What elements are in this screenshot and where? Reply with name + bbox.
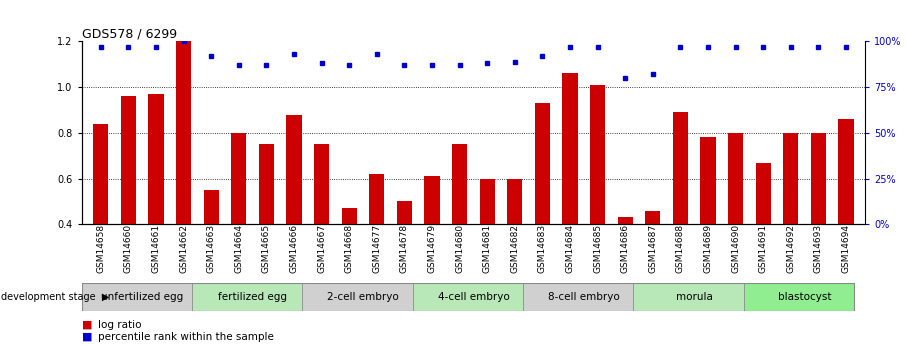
Text: GSM14685: GSM14685 (593, 224, 602, 273)
Text: GSM14680: GSM14680 (455, 224, 464, 273)
Text: GSM14694: GSM14694 (842, 224, 851, 273)
Bar (204, 190, 219, 316)
Text: GSM14687: GSM14687 (649, 224, 657, 273)
Text: unfertilized egg: unfertilized egg (101, 292, 183, 302)
Bar (149, 94, 164, 316)
Text: GDS578 / 6299: GDS578 / 6299 (82, 27, 177, 40)
Bar (700, 137, 716, 316)
Text: GSM14693: GSM14693 (814, 224, 823, 273)
Bar (176, 41, 191, 316)
Text: GSM14684: GSM14684 (565, 224, 574, 273)
Bar (342, 208, 357, 316)
Text: GSM14690: GSM14690 (731, 224, 740, 273)
Text: GSM14663: GSM14663 (207, 224, 216, 273)
Bar (728, 133, 743, 316)
Bar (756, 162, 771, 316)
Text: GSM14667: GSM14667 (317, 224, 326, 273)
Bar (535, 103, 550, 316)
Bar (259, 144, 274, 316)
Bar (192, 283, 303, 310)
Text: GSM14679: GSM14679 (428, 224, 437, 273)
Text: ■: ■ (82, 319, 92, 329)
Bar (633, 283, 744, 310)
Text: ■: ■ (82, 332, 92, 342)
Bar (563, 73, 577, 316)
Bar (370, 174, 384, 316)
Text: GSM14683: GSM14683 (538, 224, 547, 273)
Text: GSM14658: GSM14658 (96, 224, 105, 273)
Bar (424, 176, 439, 316)
Text: morula: morula (676, 292, 713, 302)
Bar (412, 283, 523, 310)
Text: 4-cell embryo: 4-cell embryo (438, 292, 509, 302)
Text: GSM14691: GSM14691 (758, 224, 767, 273)
Bar (673, 112, 688, 316)
Text: GSM14660: GSM14660 (124, 224, 133, 273)
Text: percentile rank within the sample: percentile rank within the sample (98, 332, 274, 342)
Bar (744, 283, 854, 310)
Text: log ratio: log ratio (98, 320, 141, 330)
Text: GSM14689: GSM14689 (703, 224, 712, 273)
Text: GSM14688: GSM14688 (676, 224, 685, 273)
Bar (783, 133, 798, 316)
Bar (93, 124, 109, 316)
Text: GSM14668: GSM14668 (344, 224, 353, 273)
Text: GSM14666: GSM14666 (290, 224, 298, 273)
Bar (120, 96, 136, 316)
Text: GSM14661: GSM14661 (151, 224, 160, 273)
Text: GSM14681: GSM14681 (483, 224, 492, 273)
Bar (397, 201, 412, 316)
Text: GSM14686: GSM14686 (621, 224, 630, 273)
Bar (838, 119, 853, 316)
Bar (303, 283, 412, 310)
Bar (523, 283, 633, 310)
Bar (645, 210, 660, 316)
Bar (811, 133, 826, 316)
Bar (314, 144, 329, 316)
Bar (479, 179, 495, 316)
Text: GSM14692: GSM14692 (786, 224, 795, 273)
Text: GSM14678: GSM14678 (400, 224, 409, 273)
Bar (507, 179, 523, 316)
Text: GSM14664: GSM14664 (235, 224, 244, 273)
Bar (286, 115, 302, 316)
Bar (452, 144, 467, 316)
Text: GSM14677: GSM14677 (372, 224, 381, 273)
Bar (590, 85, 605, 316)
Text: 8-cell embryo: 8-cell embryo (548, 292, 620, 302)
Bar (231, 133, 246, 316)
Text: blastocyst: blastocyst (777, 292, 832, 302)
Text: GSM14665: GSM14665 (262, 224, 271, 273)
Bar (82, 283, 192, 310)
Text: fertilized egg: fertilized egg (218, 292, 287, 302)
Text: GSM14662: GSM14662 (179, 224, 188, 273)
Text: development stage  ▶: development stage ▶ (1, 292, 110, 302)
Text: GSM14682: GSM14682 (510, 224, 519, 273)
Bar (618, 217, 632, 316)
Text: 2-cell embryo: 2-cell embryo (327, 292, 399, 302)
